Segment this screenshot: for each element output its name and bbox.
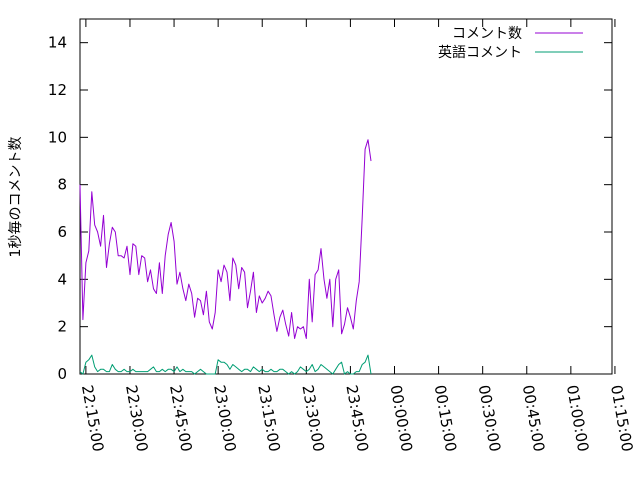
legend-label-1: コメント数	[452, 26, 522, 42]
y-tick-label: 10	[48, 128, 67, 146]
plot-border	[79, 18, 613, 375]
x-tick-label: 00:00:00	[387, 384, 416, 453]
series-line-1	[79, 139, 372, 339]
legend-label-2: 英語コメント	[438, 44, 522, 61]
x-tick-label: 00:30:00	[475, 384, 504, 453]
y-axis-title: 1秒毎のコメント数	[8, 137, 24, 258]
y-tick-label: 12	[48, 81, 67, 99]
x-tick-label: 22:45:00	[166, 384, 195, 453]
x-tick-label: 01:15:00	[607, 384, 636, 453]
x-tick-label: 00:45:00	[519, 384, 548, 453]
series-line-2	[79, 354, 372, 375]
y-tick-label: 4	[57, 270, 67, 288]
x-tick-label: 23:00:00	[210, 384, 239, 453]
x-tick-label: 22:15:00	[78, 384, 107, 453]
x-tick-label: 01:00:00	[563, 384, 592, 453]
y-tick-label: 0	[57, 365, 67, 383]
y-tick-label: 14	[48, 34, 67, 52]
series-layer	[79, 139, 372, 375]
x-tick-label: 23:15:00	[254, 384, 283, 453]
x-tick-label: 23:45:00	[342, 384, 371, 453]
y-tick-label: 8	[57, 176, 67, 194]
axes: 0 2 4 6 8 10 12 14 22:15:00 22:30:00 22:45:00 23:00…	[48, 18, 636, 453]
y-tick-label: 6	[57, 223, 67, 241]
x-tick-label: 23:30:00	[298, 384, 327, 453]
y-tick-label: 2	[57, 318, 67, 336]
x-tick-label: 22:30:00	[122, 384, 151, 453]
x-tick-label: 00:15:00	[431, 384, 460, 453]
